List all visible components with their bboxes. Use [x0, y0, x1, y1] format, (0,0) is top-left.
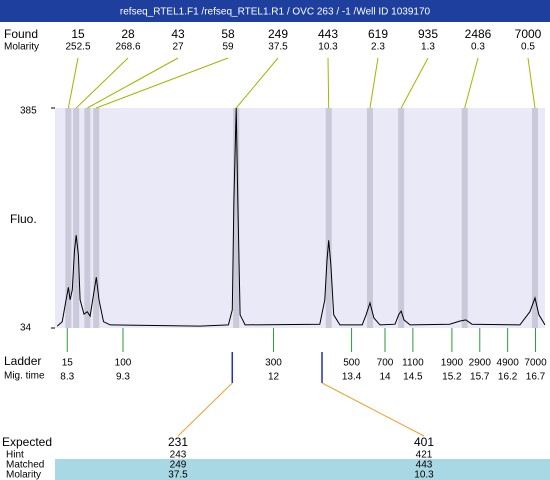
ladder-size: 15	[62, 358, 74, 369]
peak-band	[65, 108, 72, 328]
ladder-size: 2900	[469, 358, 492, 369]
molarity-row-label: Molarity	[6, 470, 41, 480]
leader-line	[67, 57, 79, 109]
ladder-time: 13.4	[342, 372, 362, 383]
leader-line	[235, 57, 279, 109]
matched-value: 249	[170, 460, 187, 471]
leader-line	[87, 57, 179, 109]
ladder-size: 7000	[524, 358, 547, 369]
peak-band	[93, 108, 100, 328]
expected-label: Expected	[2, 435, 52, 449]
molarity-label: Molarity	[4, 42, 39, 53]
expected-leader	[177, 382, 233, 437]
matched-row	[55, 459, 550, 470]
found-size: 935	[418, 27, 438, 41]
ladder-time: 8.3	[60, 372, 74, 383]
peak-band	[325, 108, 332, 328]
ladder-label: Ladder	[4, 354, 41, 368]
found-molarity: 252.5	[65, 42, 90, 53]
hint-value: 421	[416, 450, 433, 461]
ladder-size: 500	[343, 358, 360, 369]
found-size: 2486	[465, 27, 492, 41]
hint-value: 243	[170, 450, 187, 461]
molarity-row	[55, 470, 550, 480]
found-molarity: 27	[172, 42, 184, 53]
molarity-value: 10.3	[414, 470, 434, 480]
peak-band	[84, 108, 91, 328]
found-molarity: 0.3	[471, 42, 485, 53]
ladder-time: 16.7	[526, 372, 546, 383]
matched-value: 443	[416, 460, 433, 471]
leader-line	[369, 57, 379, 109]
mig-time-label: Mig. time	[4, 371, 45, 382]
peak-band	[233, 108, 240, 328]
ladder-time: 15.7	[470, 372, 490, 383]
ladder-time: 15.2	[442, 372, 462, 383]
molarity-value: 37.5	[168, 470, 188, 480]
ladder-time: 14	[379, 372, 391, 383]
ladder-size: 1900	[441, 358, 464, 369]
ladder-size: 300	[265, 358, 282, 369]
peak-band	[398, 108, 405, 328]
found-label: Found	[4, 27, 38, 41]
peak-band	[73, 108, 80, 328]
found-molarity: 1.3	[421, 42, 435, 53]
title-bar	[0, 0, 550, 22]
y-tick-label: 385	[20, 106, 37, 117]
found-molarity: 59	[222, 42, 234, 53]
ladder-time: 12	[268, 372, 280, 383]
leader-line	[400, 57, 429, 109]
ladder-size: 100	[115, 358, 132, 369]
y-label: Fluo.	[10, 212, 37, 226]
leader-line	[527, 57, 536, 109]
ladder-time: 16.2	[498, 372, 518, 383]
found-size: 443	[318, 27, 338, 41]
ladder-size: 700	[377, 358, 394, 369]
leader-line	[96, 57, 229, 109]
ladder-time: 9.3	[116, 372, 130, 383]
found-size: 7000	[515, 27, 542, 41]
found-size: 58	[221, 27, 235, 41]
hint-label: Hint	[6, 450, 24, 461]
peak-band	[461, 108, 468, 328]
peak-band	[531, 108, 538, 328]
found-size: 619	[368, 27, 388, 41]
leader-line	[327, 57, 330, 109]
expected-value: 401	[414, 435, 434, 449]
expected-value: 231	[168, 435, 188, 449]
trace	[56, 107, 546, 327]
title: refseq_RTEL1.F1 /refseq_RTEL1.R1 / OVC 2…	[120, 7, 431, 18]
found-molarity: 0.5	[521, 42, 535, 53]
ladder-size: 4900	[497, 358, 520, 369]
ladder-time: 14.5	[403, 372, 423, 383]
found-size: 15	[71, 27, 85, 41]
peak-band	[366, 108, 373, 328]
expected-leader	[321, 382, 425, 437]
found-size: 249	[268, 27, 288, 41]
found-molarity: 2.3	[371, 42, 385, 53]
found-molarity: 10.3	[318, 42, 338, 53]
y-tick-label: 34	[20, 323, 32, 334]
matched-label: Matched	[6, 460, 44, 471]
leader-line	[75, 57, 129, 109]
ladder-size: 1100	[402, 358, 424, 369]
found-molarity: 37.5	[268, 42, 288, 53]
leader-line	[464, 57, 479, 109]
found-molarity: 268.6	[115, 42, 140, 53]
plot-area	[55, 108, 545, 328]
found-size: 43	[171, 27, 185, 41]
found-size: 28	[121, 27, 135, 41]
